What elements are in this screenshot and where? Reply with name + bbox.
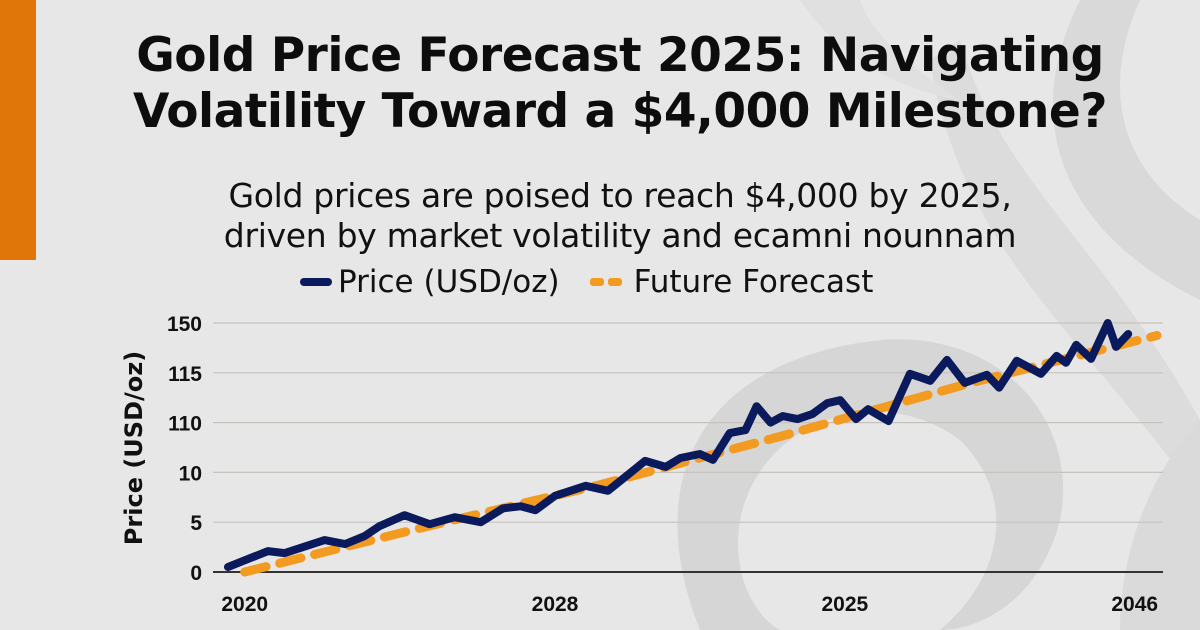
- title-line-2: Volatility Toward a $4,000 Milestone?: [132, 84, 1108, 139]
- price-line: [224, 319, 1133, 571]
- leaf-shape: [1120, 420, 1200, 630]
- y-tick-label: 150: [167, 313, 202, 336]
- y-tick-label: 110: [168, 413, 202, 436]
- x-tick-label: 2046: [1111, 593, 1158, 616]
- page-title: Gold Price Forecast 2025: Navigating Vol…: [0, 28, 1200, 140]
- subtitle-line-1: Gold prices are poised to reach $4,000 b…: [228, 176, 1012, 215]
- subtitle-line-2: driven by market volatility and ecamni n…: [223, 216, 1017, 255]
- accent-bar: [0, 0, 36, 260]
- chart-legend: Price (USD/oz) Future Forecast: [300, 264, 903, 300]
- legend-label-price: Price (USD/oz): [338, 264, 560, 300]
- leaf-shape: [800, 0, 960, 100]
- y-tick-labels: 0 5 10 110 115 150: [167, 313, 202, 585]
- y-tick-label: 0: [190, 562, 202, 585]
- forecast-line: [240, 331, 1162, 577]
- subtitle: Gold prices are poised to reach $4,000 b…: [0, 176, 1200, 256]
- legend-item-forecast: Future Forecast: [589, 264, 874, 300]
- leaf-shape: [1053, 0, 1200, 300]
- leaf-shape: [677, 339, 1064, 630]
- y-axis-title: Price (USD/oz): [120, 351, 148, 545]
- legend-swatch-solid: [300, 278, 332, 286]
- legend-label-forecast: Future Forecast: [633, 264, 874, 300]
- x-tick-label: 2020: [221, 593, 268, 616]
- x-tick-label: 2025: [821, 593, 868, 616]
- y-tick-label: 10: [179, 462, 202, 485]
- title-line-1: Gold Price Forecast 2025: Navigating: [136, 28, 1104, 83]
- y-tick-label: 5: [190, 512, 202, 535]
- gridlines: [213, 322, 1163, 523]
- legend-item-price: Price (USD/oz): [300, 264, 560, 300]
- series-group: [224, 319, 1162, 577]
- legend-swatch-dashed: [589, 278, 626, 286]
- x-tick-label: 2028: [532, 593, 579, 616]
- x-tick-labels: 2020 2028 2025 2046: [221, 593, 1158, 616]
- leaf-shape: [930, 40, 1200, 500]
- y-tick-label: 115: [168, 363, 202, 386]
